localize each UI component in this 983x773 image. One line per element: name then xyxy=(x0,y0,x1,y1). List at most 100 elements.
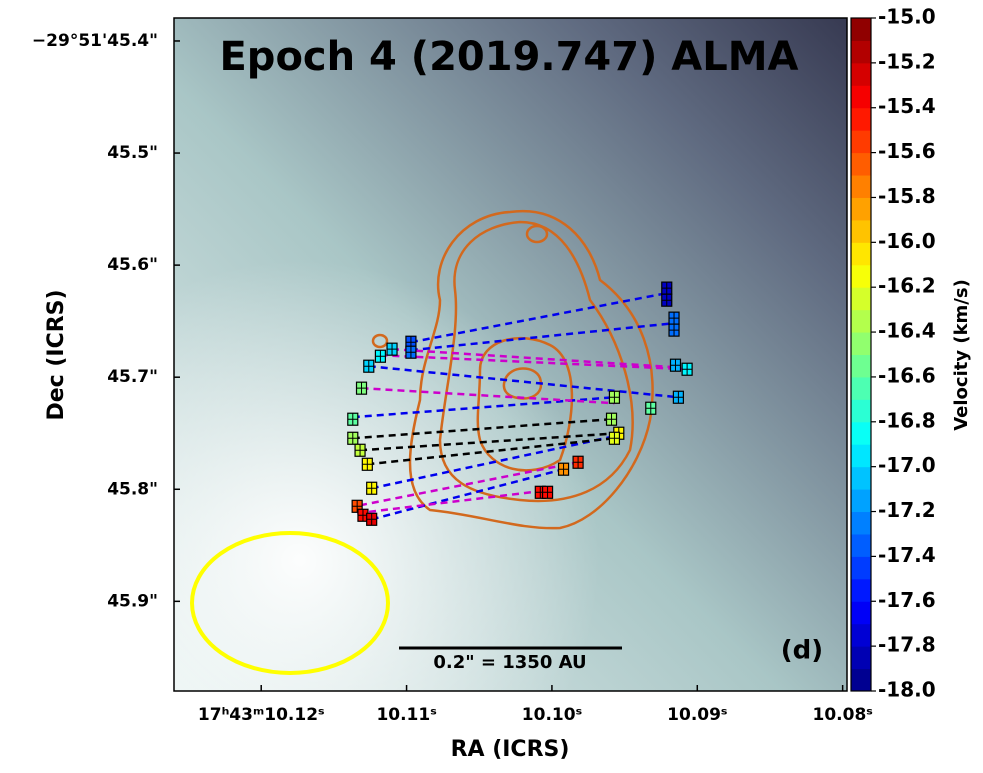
link-line xyxy=(371,435,615,490)
beam-ellipse xyxy=(190,531,390,675)
maser-cross xyxy=(682,363,693,376)
maser-cross xyxy=(645,402,656,415)
maser-cross xyxy=(387,343,398,356)
link-line xyxy=(371,467,564,521)
colorbar-band xyxy=(851,152,871,176)
colorbar-band xyxy=(851,62,871,86)
colorbar-tick-label: -16.2 xyxy=(878,274,936,298)
colorbar-band xyxy=(851,623,871,647)
colorbar-band xyxy=(851,287,871,311)
colorbar-band xyxy=(851,40,871,64)
maser-cross xyxy=(366,513,377,526)
maser-cross xyxy=(661,294,672,307)
colorbar: -15.0 -15.2 -15.4 -15.6 -15.8 -16.0 -16.2 -16.4… xyxy=(850,5,936,702)
colorbar-band xyxy=(851,309,871,333)
x-tick-label: 10.10ˢ xyxy=(522,705,582,725)
link-line xyxy=(380,353,688,371)
maser-cross xyxy=(362,458,373,471)
link-line xyxy=(356,489,548,515)
colorbar-label: Velocity (km/s) xyxy=(951,279,972,431)
link-line xyxy=(410,321,675,352)
colorbar-band xyxy=(851,219,871,243)
colorbar-tick-label: -15.0 xyxy=(878,5,936,29)
colorbar-band xyxy=(851,421,871,445)
colorbar-band xyxy=(851,85,871,109)
link-line xyxy=(367,437,615,466)
colorbar-band xyxy=(851,197,871,221)
colorbar-frame xyxy=(850,17,872,692)
scale-bar-label: 0.2" = 1350 AU xyxy=(433,652,586,673)
colorbar-tick-label: -15.8 xyxy=(878,184,936,208)
y-tick-label: 45.6" xyxy=(107,255,158,275)
colorbar-band xyxy=(851,646,871,670)
maser-cross xyxy=(669,312,680,325)
maser-cross xyxy=(363,360,374,373)
maser-cross xyxy=(670,359,681,372)
link-line xyxy=(368,364,679,399)
colorbar-band xyxy=(851,444,871,468)
x-tick-label: 17ʰ43ᵐ10.12ˢ xyxy=(198,705,325,725)
link-line xyxy=(359,431,619,452)
maser-cross xyxy=(347,432,358,445)
colorbar-band xyxy=(851,354,871,378)
colorbar-tick-label: -16.8 xyxy=(878,408,936,432)
maser-cross xyxy=(356,382,367,395)
colorbar-tick-label: -15.6 xyxy=(878,139,936,163)
maser-cross xyxy=(352,500,363,513)
colorbar-band xyxy=(851,489,871,513)
link-line xyxy=(410,291,667,344)
contour xyxy=(408,209,654,530)
y-tick-label: 45.9" xyxy=(107,591,158,611)
link-line xyxy=(359,461,579,507)
maser-layer xyxy=(347,281,693,526)
colorbar-tick-label: -17.8 xyxy=(878,633,936,657)
colorbar-tick-label: -17.0 xyxy=(878,453,936,477)
maser-cross xyxy=(558,463,569,476)
y-tick-label: 45.8" xyxy=(107,479,158,499)
maser-cross xyxy=(542,486,553,499)
colorbar-band xyxy=(851,533,871,557)
colorbar-band xyxy=(851,556,871,580)
colorbar-band xyxy=(851,399,871,423)
maser-cross xyxy=(661,282,672,295)
colorbar-band xyxy=(851,130,871,154)
colorbar-band xyxy=(851,668,871,692)
maser-cross xyxy=(375,350,386,363)
y-tick-label: −29°51'45.4" xyxy=(32,31,158,51)
maser-cross xyxy=(609,432,620,445)
contour xyxy=(371,333,389,349)
y-tick-label: 45.5" xyxy=(107,143,158,163)
image-glow xyxy=(174,18,847,691)
maser-cross xyxy=(405,346,416,359)
colorbar-band xyxy=(851,107,871,131)
colorbar-tick-label: -17.2 xyxy=(878,498,936,522)
link-line xyxy=(352,417,612,440)
colorbar-tick-label: -16.6 xyxy=(878,363,936,387)
colorbar-tick-label: -16.4 xyxy=(878,319,936,343)
colorbar-band xyxy=(851,601,871,625)
x-axis-label: RA (ICRS) xyxy=(451,737,570,762)
panel-label: (d) xyxy=(781,636,823,666)
x-tick-label: 10.11ˢ xyxy=(376,705,436,725)
x-tick-label: 10.08ˢ xyxy=(813,705,873,725)
x-tick-label: 10.09ˢ xyxy=(667,705,727,725)
maser-cross xyxy=(347,413,358,426)
colorbar-band xyxy=(851,376,871,400)
link-line xyxy=(361,386,615,405)
colorbar-band xyxy=(851,511,871,535)
y-axis-label: Dec (ICRS) xyxy=(44,289,69,420)
colorbar-band xyxy=(851,264,871,288)
y-tick-label: 45.7" xyxy=(107,367,158,387)
plot-frame xyxy=(173,17,848,692)
colorbar-tick-label: -15.4 xyxy=(878,94,936,118)
contour xyxy=(502,367,543,400)
maser-cross xyxy=(673,391,684,404)
maser-cross xyxy=(609,391,620,404)
contour xyxy=(438,220,634,503)
colorbar-tick-label: -17.4 xyxy=(878,543,936,567)
colorbar-tick-label: -15.2 xyxy=(878,49,936,73)
maser-cross xyxy=(606,413,617,426)
maser-cross xyxy=(669,324,680,337)
contour xyxy=(525,224,549,244)
